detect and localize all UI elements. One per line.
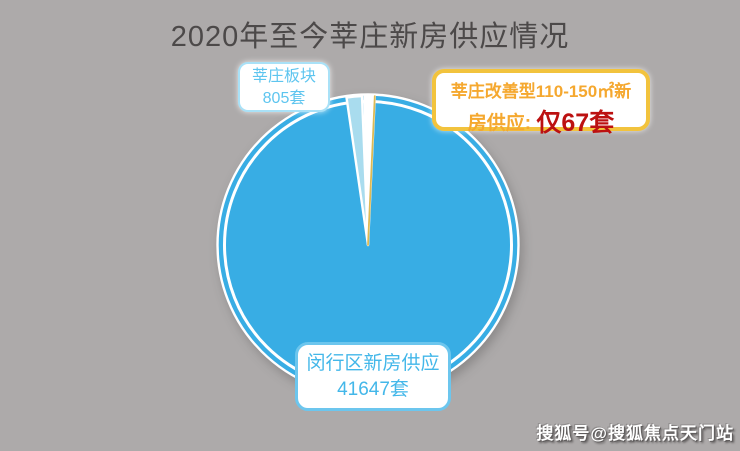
callout-line2-prefix: 房供应:	[467, 113, 537, 134]
improvement-slice-gold-edge	[367, 95, 376, 246]
callout-line2: 房供应: 仅67套	[436, 103, 646, 139]
label-minhang: 闵行区新房供应 41647套	[295, 342, 451, 411]
watermark: 搜狐号@搜狐焦点天门站	[536, 424, 734, 443]
label-xinzhuang: 莘庄板块 805套	[238, 62, 330, 112]
callout-highlight-value: 仅67套	[536, 109, 615, 137]
label-xinzhuang-name: 莘庄板块	[251, 68, 316, 85]
chart-title: 2020年至今莘庄新房供应情况	[170, 21, 570, 53]
label-minhang-name: 闵行区新房供应	[306, 353, 440, 374]
pie-slice-xinzhuang	[345, 94, 370, 247]
callout-line1: 莘庄改善型110-150㎡新	[450, 82, 632, 101]
label-xinzhuang-value: 805套	[262, 90, 306, 107]
label-minhang-value: 41647套	[337, 379, 409, 400]
callout-improvement: 莘庄改善型110-150㎡新 房供应: 仅67套	[432, 69, 650, 137]
